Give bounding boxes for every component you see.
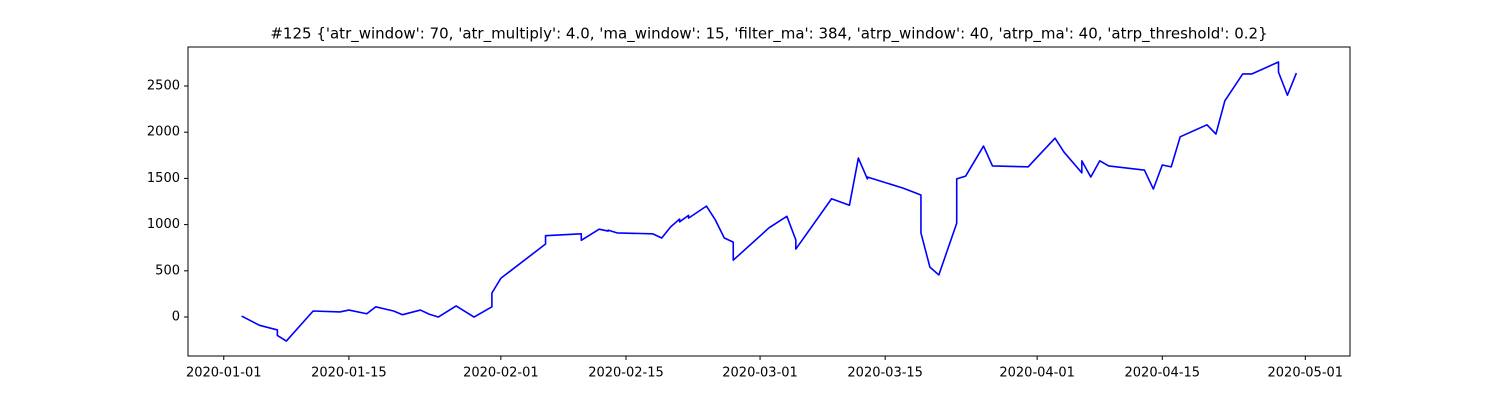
- y-tick-label: 1000: [147, 217, 180, 232]
- x-tick-label: 2020-03-15: [847, 366, 923, 381]
- y-tick-label: 0: [172, 310, 180, 325]
- y-tick-label: 1500: [147, 171, 180, 186]
- x-tick-label: 2020-04-15: [1125, 366, 1201, 381]
- line-series: [241, 61, 1298, 342]
- x-tick-label: 2020-01-01: [186, 366, 262, 381]
- y-tick-label: 500: [155, 263, 180, 278]
- y-tick-label: 2000: [147, 125, 180, 140]
- x-tick-label: 2020-03-01: [722, 366, 798, 381]
- x-tick-label: 2020-01-15: [311, 366, 387, 381]
- chart-title: #125 {'atr_window': 70, 'atr_multiply': …: [270, 25, 1267, 44]
- y-tick-label: 2500: [147, 78, 180, 93]
- x-tick-label: 2020-02-15: [588, 366, 664, 381]
- x-tick-label: 2020-05-01: [1268, 366, 1344, 381]
- x-tick-label: 2020-04-01: [999, 366, 1075, 381]
- x-tick-label: 2020-02-01: [463, 366, 539, 381]
- plot-frame: [187, 46, 1351, 357]
